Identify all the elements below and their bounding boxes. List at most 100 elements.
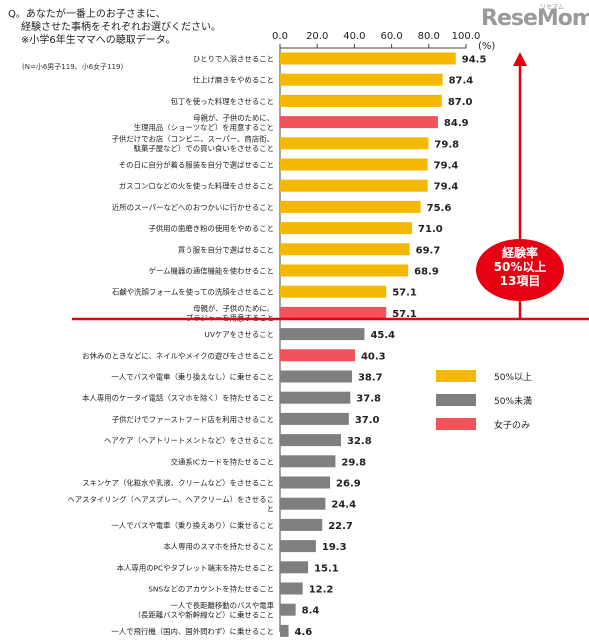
value-labels: 94.5 87.4 87.0 84.9 79.8 79.4 79.4 75.6 71.0 69.7…: [295, 55, 487, 638]
category-label: 仕上げ磨きをやめること: [193, 76, 274, 85]
bar-value-label: 57.1: [392, 288, 417, 299]
x-tick-label: 20.0: [306, 31, 328, 42]
category-labels: ひとりで入浴させること仕上げ磨きをやめること包丁を使った料理をさせること母親が、…: [67, 55, 274, 636]
bar-value-label: 19.3: [322, 542, 347, 553]
question-line-2: 経験させた事柄をそれぞれお選びください。: [21, 22, 221, 33]
bar-value-label: 87.0: [448, 97, 473, 108]
bar: [280, 476, 331, 489]
bar-value-label: 22.7: [328, 521, 353, 532]
x-tick-label: 60.0: [380, 31, 402, 42]
category-label: （長距離バスや新幹線など）に乗せること: [134, 610, 274, 619]
category-label: お休みのときなどに、ネイルやメイクの遊びをさせること: [82, 351, 274, 360]
bar-value-label: 4.6: [295, 627, 313, 638]
bar: [280, 328, 365, 341]
resemom-logo: ReseMom: [481, 6, 589, 31]
category-label: 石鹸や洗顔フォームを使っての洗顔をさせること: [112, 288, 274, 297]
category-label: SNSなどのアカウントを持たせること: [148, 585, 274, 594]
category-label: 一人でバスや電車（乗り換えあり）に乗せること: [111, 521, 274, 530]
bar: [280, 624, 289, 637]
category-label: 駄菓子屋など）での買い食いをさせること: [134, 144, 274, 153]
bar: [280, 434, 342, 447]
bar: [280, 561, 309, 574]
category-label: ヘアケア（ヘアトリートメントなど）をさせること: [104, 436, 274, 445]
bar: [280, 455, 336, 468]
bar-value-label: 12.2: [309, 585, 334, 596]
resemom-logo-sub: リセマム: [540, 4, 565, 11]
x-tick-label: 80.0: [418, 31, 440, 42]
category-label: 買う服を自分で選ばせること: [178, 245, 274, 254]
category-label: スキンケア（化粧水や乳液、クリームなど）をさせること: [82, 479, 274, 488]
bar-value-label: 24.4: [331, 500, 356, 511]
bar: [280, 222, 413, 235]
bar-value-label: 87.4: [449, 76, 474, 87]
bar: [280, 370, 352, 383]
x-tick-label: 40.0: [343, 31, 365, 42]
bar: [280, 264, 409, 277]
bar: [280, 52, 456, 65]
bar: [280, 94, 442, 107]
bar: [280, 243, 410, 256]
category-label: 生理用品（ショーツなど）を用意すること: [134, 123, 274, 132]
question-line-3: ※小学6年生ママへの聴取データ。: [21, 35, 176, 46]
arrow-head: [513, 52, 527, 66]
bar: [280, 540, 316, 553]
category-label: 子供用の歯磨き粉の使用をやめること: [148, 224, 274, 233]
question-line-1: Q。あなたが一番上のお子さまに、: [8, 9, 166, 20]
bar-value-label: 69.7: [416, 245, 441, 256]
legend-swatch: [436, 418, 476, 430]
bar-value-label: 32.8: [347, 436, 372, 447]
category-label: 交通系ICカードを持たせること: [171, 457, 274, 466]
category-label: 一人で長距離移動のバスや電車: [171, 601, 275, 610]
category-label: その日に自分が着る服装を自分で選ばせること: [119, 161, 274, 170]
bar-value-label: 29.8: [341, 457, 366, 468]
bar-value-label: 68.9: [414, 267, 439, 278]
bar-value-label: 40.3: [361, 351, 386, 362]
category-label: と: [267, 504, 274, 513]
legend-label: 女子のみ: [494, 419, 530, 431]
category-label: 母親が、子供のために、: [193, 113, 274, 122]
category-label: 子供だけでファーストフード店を利用させること: [112, 415, 274, 424]
x-tick-label: 0.0: [272, 31, 288, 42]
bar-value-label: 71.0: [418, 224, 443, 235]
annotation-badge: [476, 239, 564, 301]
legend-label: 50%未満: [494, 395, 532, 407]
bar: [280, 582, 303, 595]
bar-value-label: 37.8: [356, 394, 381, 405]
bar: [280, 306, 387, 319]
bar: [280, 116, 438, 129]
bar-value-label: 84.9: [444, 118, 469, 129]
bar: [280, 158, 428, 171]
bar: [280, 603, 296, 616]
x-axis-unit: (%): [478, 41, 495, 52]
bar: [280, 137, 429, 150]
bar-value-label: 26.9: [336, 479, 361, 490]
annotation-badge-text: 13項目: [500, 274, 541, 288]
category-label: 一人でバスや電車（乗り換えなし）に乗せること: [111, 373, 274, 382]
bar-value-label: 8.4: [302, 606, 320, 617]
category-label: 包丁を使った料理をさせること: [171, 97, 274, 106]
annotation-badge-text: 50%以上: [494, 259, 547, 274]
category-label: 本人専用のケータイ電話（スマホを除く）を持たせること: [82, 394, 274, 403]
category-label: 本人専用のスマホを持たせること: [163, 542, 274, 551]
category-label: 一人で飛行機（国内、国外問わず）に乗せること: [111, 627, 274, 636]
bar: [280, 412, 349, 425]
bar: [280, 391, 351, 404]
bar: [280, 285, 387, 298]
bar-value-label: 57.1: [392, 309, 417, 320]
category-label: 本人専用のPCやタブレット端末を持たせること: [117, 563, 274, 572]
bar: [280, 200, 421, 213]
question-text: Q。あなたが一番上のお子さまに、 経験させた事柄をそれぞれお選びください。 ※小…: [8, 8, 221, 47]
legend-label: 50%以上: [494, 372, 532, 383]
bar-value-label: 15.1: [314, 563, 339, 574]
annotation-badge-text: 経験率: [502, 245, 538, 260]
category-label: ヘアスタイリング（ヘアスプレー、ヘアクリーム）をさせるこ: [67, 495, 274, 504]
bar-value-label: 79.8: [434, 139, 459, 150]
category-label: UVケアをさせること: [204, 330, 274, 339]
bar: [280, 349, 355, 362]
bar: [280, 518, 323, 531]
category-label: ゲーム機器の通信機能を使わせること: [149, 267, 274, 276]
category-label: ガスコンロなどの火を使った料理をさせること: [119, 182, 274, 191]
